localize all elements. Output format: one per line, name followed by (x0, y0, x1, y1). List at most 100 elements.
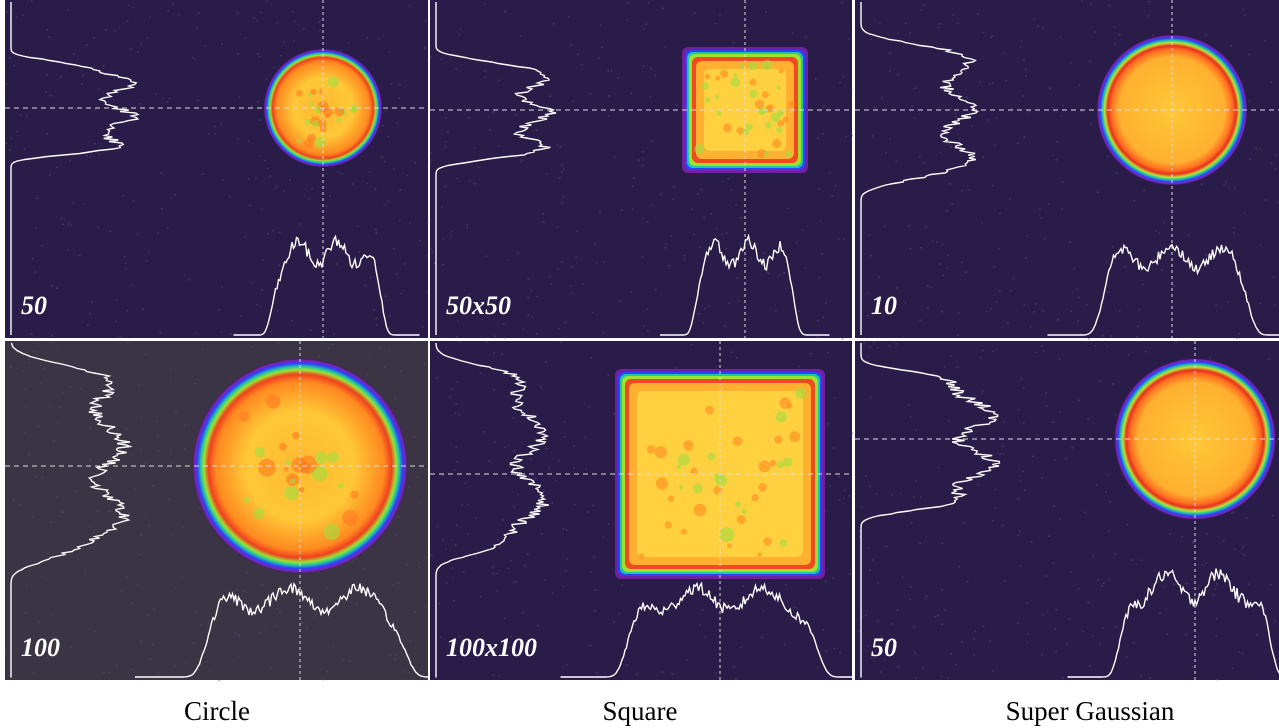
noise (990, 308, 992, 310)
noise (676, 105, 678, 107)
noise (562, 261, 564, 263)
noise (971, 125, 973, 127)
noise (594, 557, 596, 559)
noise (389, 315, 391, 317)
noise (138, 52, 140, 54)
noise (76, 490, 78, 492)
noise (259, 155, 261, 157)
noise (1244, 212, 1246, 214)
noise (517, 253, 519, 255)
noise (829, 172, 831, 174)
noise (665, 247, 667, 249)
noise (1004, 580, 1006, 582)
noise (410, 640, 412, 642)
noise (923, 4, 925, 6)
noise (829, 485, 831, 487)
noise (1002, 525, 1004, 527)
noise (632, 209, 634, 211)
noise (95, 109, 97, 111)
figure: 5050x5010100100x10050CircleSquareSuper G… (0, 0, 1279, 728)
beam-panel: 10 (855, 0, 1279, 339)
noise (947, 677, 949, 679)
noise (651, 140, 653, 142)
noise (738, 300, 740, 302)
noise (992, 35, 994, 37)
noise (644, 325, 646, 327)
noise (436, 351, 438, 353)
noise (25, 433, 27, 435)
noise (457, 381, 459, 383)
noise (406, 564, 408, 566)
noise (200, 624, 202, 626)
noise (560, 341, 562, 343)
noise (843, 76, 845, 78)
noise (1044, 239, 1046, 241)
noise (443, 264, 445, 266)
beam-speckle (639, 553, 644, 558)
noise (1186, 583, 1188, 585)
noise (26, 585, 28, 587)
noise (1030, 326, 1032, 328)
noise (951, 653, 953, 655)
noise (923, 162, 925, 164)
noise (19, 504, 21, 506)
noise (451, 235, 453, 237)
noise (1073, 268, 1075, 270)
noise (375, 189, 377, 191)
noise (582, 283, 584, 285)
noise (450, 397, 452, 399)
beam-speckle (742, 128, 749, 135)
noise (170, 368, 172, 370)
noise (306, 627, 308, 629)
noise (1028, 111, 1030, 113)
noise (436, 377, 438, 379)
beam-speckle (723, 123, 732, 132)
noise (877, 621, 879, 623)
noise (246, 572, 248, 574)
noise (816, 667, 818, 669)
noise (195, 332, 197, 334)
noise (1052, 155, 1054, 157)
beam-speckle (715, 76, 720, 81)
noise (1013, 278, 1015, 280)
noise (128, 342, 130, 344)
noise (1114, 26, 1116, 28)
noise (375, 319, 377, 321)
noise (545, 579, 547, 581)
column-caption: Super Gaussian (1006, 696, 1175, 726)
noise (959, 566, 961, 568)
noise (1021, 40, 1023, 42)
noise (1024, 489, 1026, 491)
noise (1005, 80, 1007, 82)
noise (49, 405, 51, 407)
noise (356, 603, 358, 605)
noise (589, 407, 591, 409)
noise (895, 343, 897, 345)
noise (1112, 246, 1114, 248)
noise (1045, 392, 1047, 394)
noise (568, 16, 570, 18)
noise (149, 17, 151, 19)
noise (577, 231, 579, 233)
noise (618, 613, 620, 615)
noise (1192, 541, 1194, 543)
noise (603, 261, 605, 263)
noise (955, 664, 957, 666)
beam-speckle (694, 144, 704, 154)
noise (867, 645, 869, 647)
beam-speckle (647, 445, 656, 454)
noise (1007, 322, 1009, 324)
noise (1071, 311, 1073, 313)
noise (322, 679, 324, 681)
beam-speckle (668, 496, 674, 502)
noise (627, 664, 629, 666)
beam-speckle (336, 118, 341, 123)
noise (608, 523, 610, 525)
noise (141, 534, 143, 536)
noise (259, 632, 261, 634)
noise (25, 612, 27, 614)
noise (258, 53, 260, 55)
noise (198, 507, 200, 509)
noise (746, 3, 748, 5)
noise (839, 499, 841, 501)
